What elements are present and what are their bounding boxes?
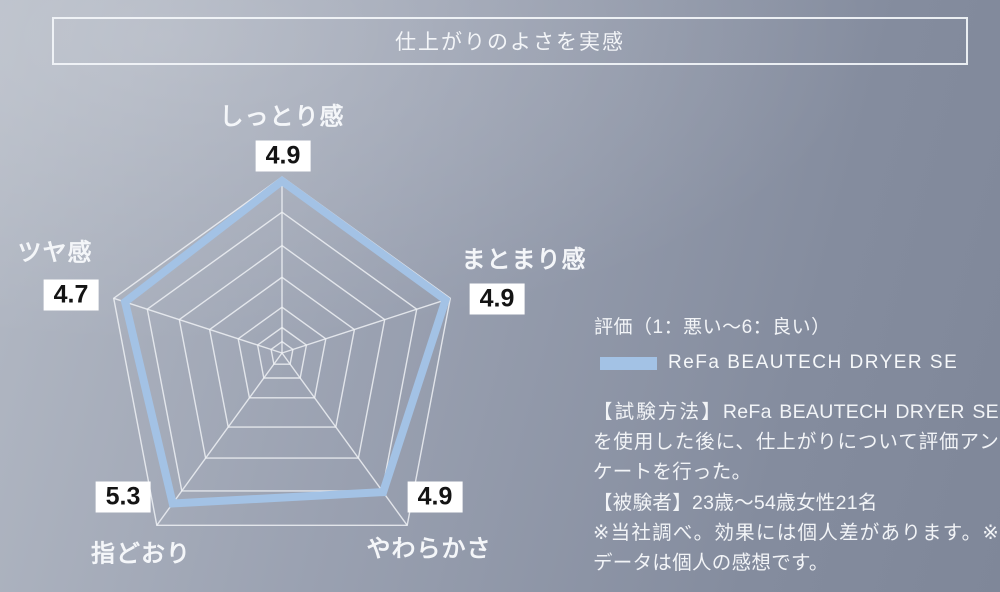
pentagon-grid <box>112 176 452 526</box>
note-disclaimer: ※当社調べ。効果には個人差があります。※データは個人の感想です。 <box>593 521 999 575</box>
page-title: 仕上がりのよさを実感 <box>395 31 625 54</box>
legend-line-swatch <box>600 356 657 370</box>
note-subjects: 【被験者】23歳～54歳女性21名 <box>593 491 878 514</box>
value-badge-softness: 4.9 <box>407 481 463 513</box>
axis-label-manageability: まとまり感 <box>461 246 587 274</box>
legend-series-label: ReFa BEAUTECH DRYER SE <box>668 352 959 373</box>
axis-label-softness: やわらかさ <box>366 535 492 563</box>
axis-label-moisture: しっとり感 <box>219 103 345 131</box>
axis-label-smoothness: 指どおり <box>91 540 191 568</box>
footnotes: 【試験方法】ReFa BEAUTECH DRYER SEを使用した後に、仕上がり… <box>593 397 999 578</box>
rating-scale-note: 評価（1：悪い～6：良い） <box>594 317 831 338</box>
value-badge-smoothness: 5.3 <box>95 481 151 513</box>
axis-label-gloss: ツヤ感 <box>17 239 93 267</box>
legend: ReFa BEAUTECH DRYER SE <box>600 351 958 375</box>
note-test-method: 【試験方法】ReFa BEAUTECH DRYER SEを使用した後に、仕上がり… <box>593 401 999 484</box>
value-badge-moisture: 4.9 <box>255 140 311 172</box>
data-polygon <box>120 176 451 508</box>
value-badge-gloss: 4.7 <box>43 279 99 311</box>
value-badge-manageability: 4.9 <box>469 283 525 315</box>
title-box: 仕上がりのよさを実感 <box>52 17 968 65</box>
